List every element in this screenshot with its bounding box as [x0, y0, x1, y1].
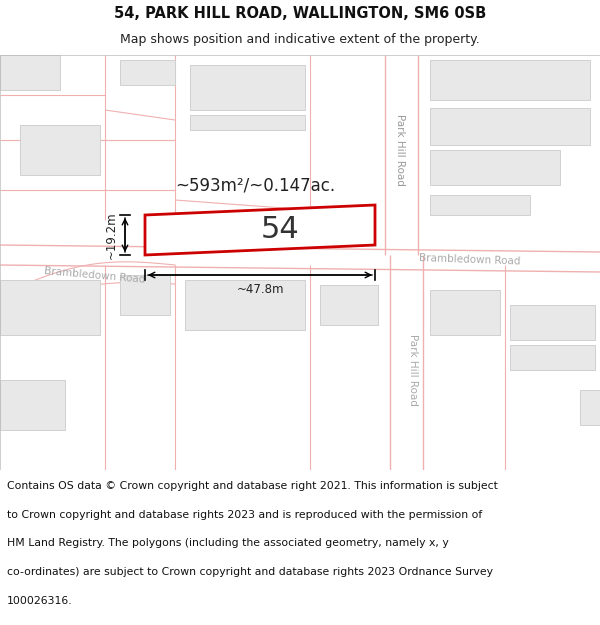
- Text: Park Hill Road: Park Hill Road: [408, 334, 418, 406]
- Text: Contains OS data © Crown copyright and database right 2021. This information is : Contains OS data © Crown copyright and d…: [7, 481, 498, 491]
- Text: 100026316.: 100026316.: [7, 596, 73, 606]
- Text: Park Hill Road: Park Hill Road: [395, 114, 405, 186]
- Polygon shape: [20, 125, 100, 175]
- Polygon shape: [510, 305, 595, 340]
- Polygon shape: [510, 345, 595, 370]
- Polygon shape: [430, 60, 590, 100]
- Polygon shape: [120, 275, 170, 315]
- Polygon shape: [0, 280, 100, 335]
- Polygon shape: [120, 60, 175, 85]
- Text: Brambledown Road: Brambledown Road: [419, 253, 521, 267]
- Text: Brambledown Road: Brambledown Road: [44, 266, 146, 284]
- Polygon shape: [580, 390, 600, 425]
- Polygon shape: [0, 380, 65, 430]
- Text: ~19.2m: ~19.2m: [105, 211, 118, 259]
- Text: 54, PARK HILL ROAD, WALLINGTON, SM6 0SB: 54, PARK HILL ROAD, WALLINGTON, SM6 0SB: [114, 6, 486, 21]
- Text: co-ordinates) are subject to Crown copyright and database rights 2023 Ordnance S: co-ordinates) are subject to Crown copyr…: [7, 567, 493, 577]
- Polygon shape: [190, 115, 305, 130]
- Polygon shape: [0, 55, 60, 90]
- Polygon shape: [430, 290, 500, 335]
- Text: HM Land Registry. The polygons (including the associated geometry, namely x, y: HM Land Registry. The polygons (includin…: [7, 538, 449, 548]
- Polygon shape: [430, 195, 530, 215]
- Polygon shape: [430, 108, 590, 145]
- Text: 54: 54: [260, 216, 299, 244]
- Polygon shape: [185, 280, 305, 330]
- Polygon shape: [145, 205, 375, 255]
- Text: ~47.8m: ~47.8m: [236, 283, 284, 296]
- Polygon shape: [190, 65, 305, 110]
- Text: to Crown copyright and database rights 2023 and is reproduced with the permissio: to Crown copyright and database rights 2…: [7, 509, 482, 519]
- Text: ~593m²/~0.147ac.: ~593m²/~0.147ac.: [175, 176, 335, 194]
- Polygon shape: [430, 150, 560, 185]
- Text: Map shows position and indicative extent of the property.: Map shows position and indicative extent…: [120, 32, 480, 46]
- Polygon shape: [320, 285, 378, 325]
